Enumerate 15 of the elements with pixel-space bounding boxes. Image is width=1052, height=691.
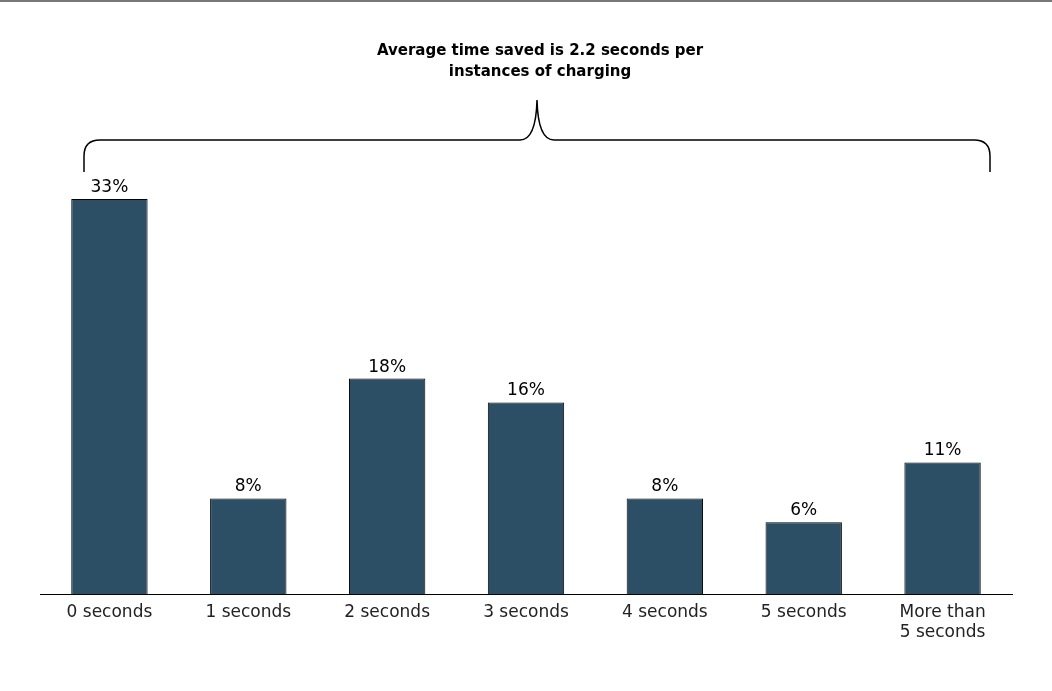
x-tick-label: 0 seconds xyxy=(66,600,153,621)
data-label: 33% xyxy=(90,175,129,196)
data-label: 11% xyxy=(923,439,962,460)
x-tick-label: 4 seconds xyxy=(622,600,708,621)
data-label: 18% xyxy=(368,355,407,376)
x-tick-label: 1 seconds xyxy=(205,600,292,621)
data-label: 6% xyxy=(790,499,818,520)
x-tick-label: 5 seconds xyxy=(760,600,847,621)
data-label: 8% xyxy=(651,475,679,496)
x-tick-label: 3 seconds xyxy=(483,600,569,621)
x-tick-label: More than 5 seconds xyxy=(899,600,986,642)
x-tick-label: 2 seconds xyxy=(344,600,431,621)
data-label: 8% xyxy=(234,475,262,496)
data-label: 16% xyxy=(507,379,545,400)
chart-title: Average time saved is 2.2 seconds per instances of charging xyxy=(375,40,705,82)
